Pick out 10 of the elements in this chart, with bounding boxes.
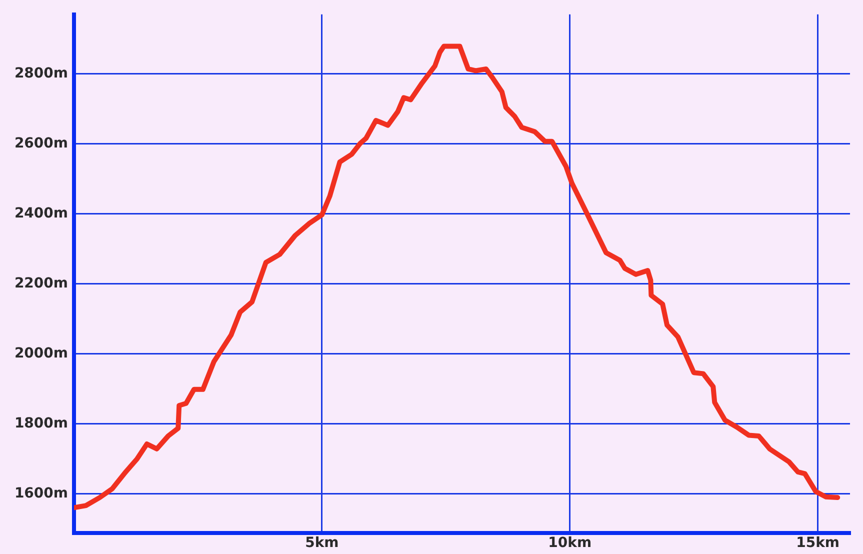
y-tick-label: 2000m [14, 345, 68, 362]
x-tick-label: 5km [305, 535, 339, 552]
y-tick-label: 2600m [14, 135, 68, 152]
y-tick-label: 2400m [14, 205, 68, 222]
x-tick-label: 15km [796, 535, 840, 552]
y-tick-label: 1600m [14, 485, 68, 502]
x-tick-label: 10km [548, 535, 592, 552]
y-tick-label: 2200m [14, 275, 68, 292]
y-tick-label: 2800m [14, 66, 68, 82]
y-tick-label: 1800m [14, 415, 68, 432]
